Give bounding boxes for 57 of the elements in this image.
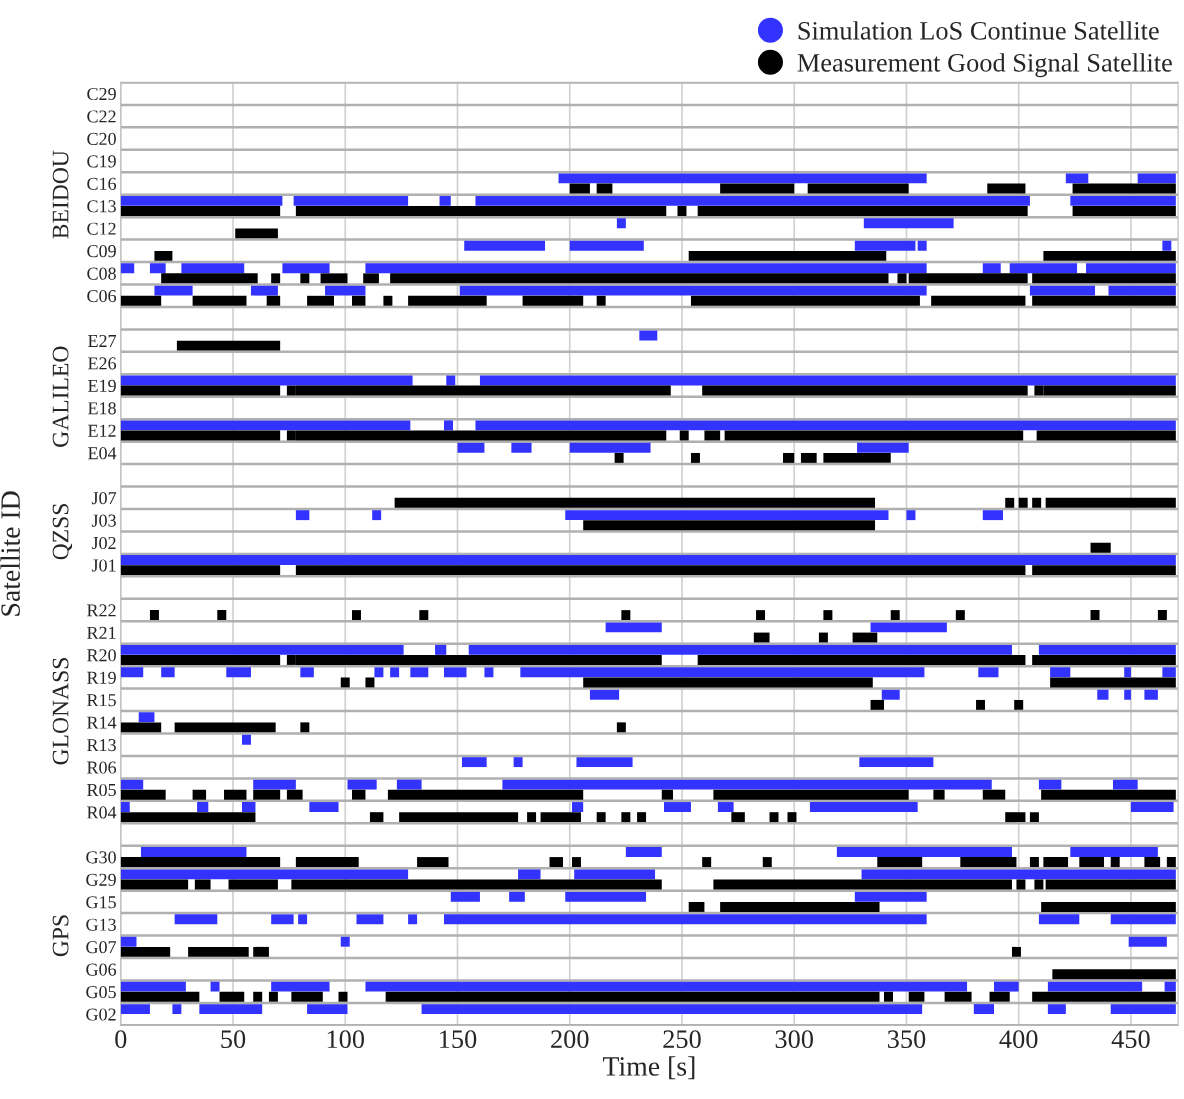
- y-tick-label: E27: [88, 334, 117, 347]
- x-tick-label: 350: [887, 1030, 926, 1049]
- x-tick-label: 250: [663, 1030, 701, 1049]
- text: BEIDOU: [52, 150, 69, 239]
- y-tick-label: R19: [87, 671, 116, 684]
- y-tick-label: R20: [87, 649, 116, 662]
- y-tick-label: C06: [87, 289, 117, 303]
- y-tick-label: C19: [87, 155, 116, 168]
- y-tick-label: R05: [87, 783, 116, 797]
- y-tick-label: C13: [87, 200, 116, 213]
- y-tick-label: R22: [87, 604, 116, 617]
- y-tick-label: J01: [91, 559, 116, 572]
- y-tick-label: G02: [86, 1008, 116, 1021]
- y-tick-label: C22: [87, 110, 116, 123]
- y-tick-label: C20: [87, 132, 116, 145]
- text: GLONASS: [52, 658, 69, 765]
- x-tick-label: 400: [999, 1030, 1038, 1049]
- text: GALILEO: [52, 346, 69, 447]
- y-tick-label: R21: [87, 626, 116, 639]
- y-tick-label: C09: [87, 245, 116, 258]
- y-tick-label: R06: [87, 761, 117, 774]
- y-tick-label: R04: [87, 806, 117, 819]
- legend-label: Measurement Good Signal Satellite: [797, 53, 1172, 78]
- y-tick-label: J03: [91, 514, 116, 527]
- x-tick-label: 0: [115, 1030, 127, 1049]
- y-tick-label: C08: [87, 267, 116, 280]
- x-tick-label: 300: [775, 1030, 813, 1049]
- y-tick-label: J07: [91, 492, 117, 505]
- y-tick-label: C12: [87, 222, 116, 235]
- y-tick-label: R13: [87, 739, 116, 752]
- y-tick-label: E18: [88, 402, 116, 415]
- x-tick-label: 150: [440, 1030, 477, 1049]
- x-tick-label: 50: [221, 1030, 246, 1049]
- y-tick-label: G30: [86, 851, 116, 864]
- y-tick-label: E04: [88, 447, 117, 460]
- y-tick-label: G06: [86, 963, 117, 976]
- y-axis-title: Satellite ID: [0, 491, 20, 616]
- y-tick-label: E26: [88, 357, 117, 370]
- y-tick-label: E12: [88, 424, 116, 437]
- x-tick-label: 100: [327, 1030, 365, 1049]
- y-tick-label: C16: [87, 177, 117, 190]
- y-tick-label: C29: [87, 87, 116, 101]
- y-tick-label: R14: [87, 716, 117, 729]
- y-tick-label: E19: [88, 379, 116, 392]
- text: QZSS: [52, 504, 73, 560]
- y-tick-label: G15: [86, 896, 116, 909]
- y-tick-label: G29: [86, 873, 116, 886]
- y-tick-label: G05: [86, 985, 116, 999]
- x-tick-label: 450: [1111, 1030, 1150, 1049]
- y-tick-label: R15: [87, 694, 116, 707]
- y-tick-label: G07: [86, 941, 117, 954]
- y-tick-label: G13: [86, 918, 116, 931]
- x-tick-label: 200: [551, 1030, 589, 1049]
- x-axis-title: Time [s]: [602, 1056, 695, 1080]
- y-tick-label: J02: [91, 536, 116, 550]
- legend-label: Simulation LoS Continue Satellite: [798, 21, 1159, 40]
- text: GPS: [52, 915, 69, 957]
